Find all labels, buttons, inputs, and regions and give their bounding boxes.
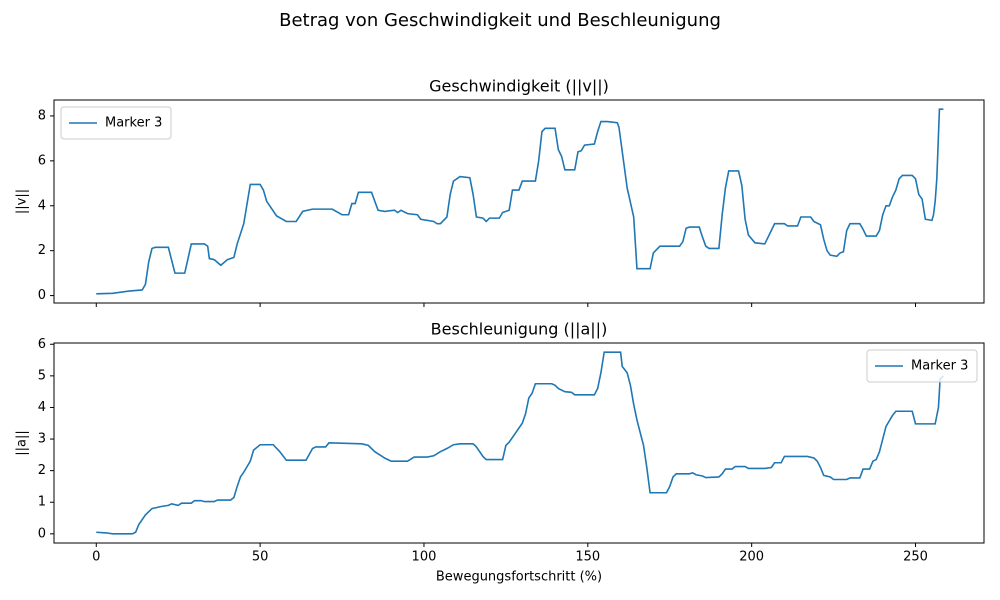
y-tick-label: 5	[38, 368, 46, 383]
y-tick-label: 2	[38, 463, 46, 478]
y-tick-label: 4	[38, 198, 46, 213]
x-tick-label: 50	[252, 550, 269, 565]
legend-label: Marker 3	[911, 359, 968, 374]
x-axis-label: Bewegungsfortschritt (%)	[436, 570, 602, 585]
y-tick-label: 6	[38, 337, 46, 352]
subplot-title: Geschwindigkeit (||v||)	[429, 77, 609, 96]
x-tick-label: 0	[92, 550, 100, 565]
series-line	[96, 108, 944, 295]
y-tick-label: 0	[38, 526, 46, 541]
plot-frame	[53, 342, 985, 544]
y-tick-label: 8	[38, 108, 46, 123]
x-tick-label: 200	[739, 550, 764, 565]
y-tick-label: 2	[38, 243, 46, 258]
plot-frame	[53, 99, 985, 304]
y-axis-label: ||v||	[15, 189, 30, 214]
figure-title: Betrag von Geschwindigkeit und Beschleun…	[279, 10, 721, 31]
legend-label: Marker 3	[105, 116, 162, 131]
y-tick-label: 4	[38, 400, 46, 415]
subplot: Geschwindigkeit (||v||) 0 2 4 6 8 ||v|| Marker …	[15, 77, 985, 307]
subplot: Beschleunigung (||a||) 0 1 2 3 4 5 6 0 50 100 150 20…	[15, 320, 985, 585]
x-tick-label: 250	[903, 550, 928, 565]
x-tick-label: 100	[412, 550, 437, 565]
y-tick-label: 1	[38, 495, 46, 510]
series-line	[96, 351, 944, 535]
subplot-title: Beschleunigung (||a||)	[431, 320, 608, 339]
y-tick-label: 6	[38, 153, 46, 168]
legend-box	[60, 106, 172, 140]
y-tick-label: 0	[38, 288, 46, 303]
legend-box	[866, 349, 978, 383]
x-tick-label: 150	[575, 550, 600, 565]
y-axis-label: ||a||	[15, 430, 30, 456]
y-tick-label: 3	[38, 432, 46, 447]
